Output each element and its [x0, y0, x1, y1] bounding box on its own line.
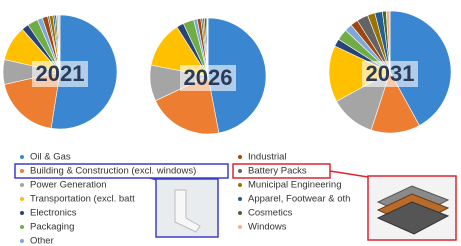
year-label: 2031: [366, 61, 415, 86]
legend-label: Windows: [248, 222, 287, 233]
legend-label: Packaging: [30, 222, 74, 233]
legend-label: Battery Packs: [248, 166, 307, 177]
page: {"chart_data": [ {"type": "pie", "title"…: [0, 0, 461, 246]
legend-marker: [20, 197, 24, 201]
connector: [330, 171, 368, 177]
legend-label: Oil & Gas: [30, 152, 71, 163]
legend-label: Building & Construction (excl. windows): [30, 166, 196, 177]
legend-marker: [20, 239, 24, 243]
legend-label: Cosmetics: [248, 208, 293, 219]
legend-label: Power Generation: [30, 180, 107, 191]
legend-marker: [238, 197, 242, 201]
year-label: 2021: [36, 61, 85, 86]
year-label: 2026: [184, 65, 233, 90]
legend-marker: [20, 225, 24, 229]
legend-marker: [20, 169, 24, 173]
photo-pipe: [156, 179, 218, 237]
legend-marker: [238, 225, 242, 229]
legend-marker: [238, 155, 242, 159]
legend-label: Apparel, Footwear & oth: [248, 194, 350, 205]
legend-marker: [20, 211, 24, 215]
legend-marker: [20, 183, 24, 187]
pies: 2021 2026 2031: [3, 11, 451, 134]
legend-label: Electronics: [30, 208, 77, 219]
legend-label: Industrial: [248, 152, 287, 163]
legend-label: Transportation (excl. batt: [30, 194, 135, 205]
legend-marker: [20, 155, 24, 159]
legend-marker: [238, 169, 242, 173]
legend-label: Municipal Engineering: [248, 180, 341, 191]
legend-marker: [238, 211, 242, 215]
legend-label: Other: [30, 236, 54, 246]
legend-marker: [238, 183, 242, 187]
chart: 2021 2026 2031 Oil & Gas Building & Constru…: [0, 0, 461, 246]
